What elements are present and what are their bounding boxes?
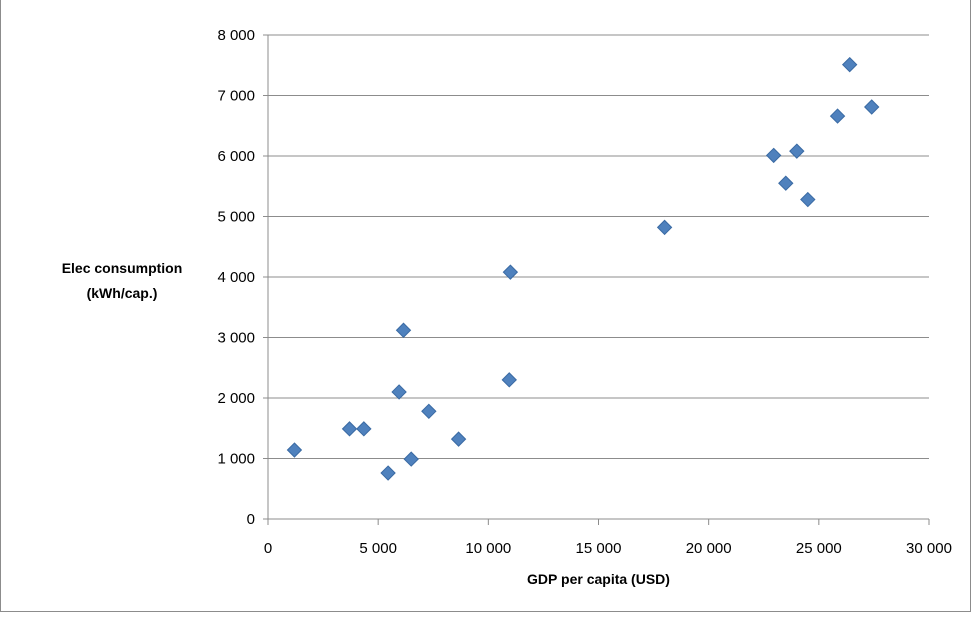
x-tick-label: 15 000: [576, 540, 622, 557]
data-point: [501, 372, 517, 388]
data-point: [656, 219, 673, 236]
y-tick-label: 6 000: [217, 148, 255, 165]
y-axis-title-line-1: Elec consumption: [62, 260, 183, 276]
data-point: [286, 442, 303, 458]
data-point: [864, 99, 880, 115]
data-point: [380, 465, 396, 481]
data-points: [286, 56, 880, 481]
data-point: [395, 322, 412, 338]
x-tick-label: 25 000: [796, 540, 842, 557]
data-point: [391, 384, 407, 400]
x-tick-label: 5 000: [359, 540, 397, 557]
x-tick-label: 10 000: [465, 540, 511, 557]
gridlines: [263, 34, 930, 525]
x-tick-label: 30 000: [906, 540, 952, 557]
data-point: [778, 175, 794, 191]
data-point: [841, 56, 858, 73]
y-tick-label: 7 000: [217, 88, 255, 105]
y-tick-label: 4 000: [217, 269, 255, 286]
y-tick-label: 3 000: [217, 330, 255, 347]
data-point: [403, 451, 419, 467]
data-point: [450, 431, 467, 447]
data-point: [502, 264, 519, 280]
data-point: [789, 143, 805, 159]
x-axis-title: GDP per capita (USD): [527, 571, 670, 587]
y-tick-labels: 0 1 000 2 000 3 000 4 000 5 000 6 000 7 000 8 00…: [217, 27, 255, 528]
y-tick-label: 5 000: [217, 209, 255, 226]
axes: [267, 35, 929, 520]
data-point: [800, 191, 816, 208]
y-axis-title-line-2: (kWh/cap.): [87, 285, 158, 301]
y-tick-label: 0: [247, 511, 255, 528]
data-point: [341, 421, 358, 437]
y-tick-label: 2 000: [217, 390, 255, 407]
x-tick-label: 20 000: [686, 540, 732, 557]
x-tick-labels: 0 5 000 10 000 15 000 20 000 25 000 30 000: [264, 540, 952, 557]
y-tick-label: 1 000: [217, 451, 255, 468]
data-point: [356, 421, 372, 437]
y-tick-label: 8 000: [217, 27, 255, 44]
x-tick-label: 0: [264, 540, 272, 557]
data-point: [421, 403, 437, 420]
data-point: [765, 147, 782, 164]
data-point: [829, 108, 846, 124]
